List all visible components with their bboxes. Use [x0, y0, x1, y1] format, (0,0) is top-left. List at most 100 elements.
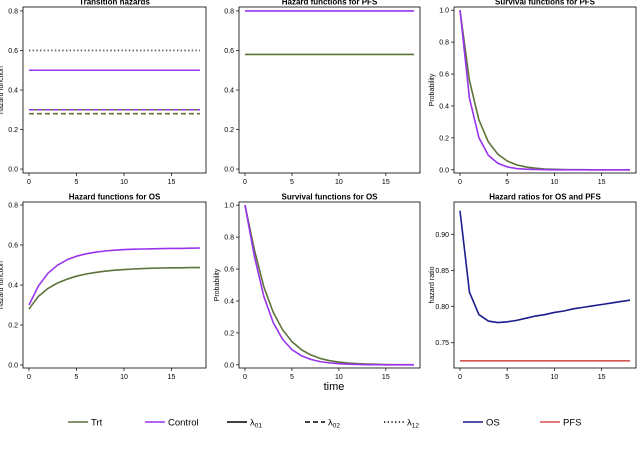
panel-frame: [22, 6, 207, 174]
x-tick-label: 15: [382, 179, 390, 186]
legend-label: λ01: [250, 418, 262, 430]
x-tick-label: 15: [168, 179, 176, 186]
panel-title: Hazard ratios for OS and PFS: [489, 193, 601, 202]
series-line: [459, 210, 631, 324]
y-axis-label: hazard ratio: [429, 266, 436, 303]
series-group: [459, 10, 630, 171]
x-tick-label: 0: [243, 374, 247, 381]
y-tick-label: 0.75: [435, 340, 449, 347]
y-tick-label: 0.0: [8, 363, 18, 370]
y-tick-label: 0.8: [8, 203, 18, 210]
y-tick-label: 0.6: [224, 267, 234, 274]
legend-item: OS: [463, 418, 500, 429]
x-tick-label: 10: [551, 179, 559, 186]
y-tick-label: 0.2: [8, 323, 18, 330]
series-group: [29, 49, 200, 115]
panel-title: Hazard functions for PFS: [282, 0, 378, 7]
y-tick-label: 0.6: [224, 48, 234, 55]
y-tick-label: 0.4: [8, 88, 18, 95]
x-tick-label: 5: [75, 374, 79, 381]
x-axis-label: time: [324, 381, 345, 393]
legend-item: PFS: [540, 418, 581, 429]
legend-item: Control: [145, 418, 199, 429]
legend-label: λ12: [407, 418, 419, 430]
legend-item: λ01: [227, 418, 262, 430]
y-tick-label: 0.0: [224, 167, 234, 174]
legend-label: Control: [168, 418, 199, 429]
series-group: [459, 210, 631, 362]
x-tick-label: 15: [598, 374, 606, 381]
y-tick-label: 0.2: [439, 135, 449, 142]
series-line: [28, 266, 200, 310]
panel-frame: [22, 201, 207, 369]
x-tick-label: 5: [290, 179, 294, 186]
panel-frame: [453, 6, 637, 174]
y-tick-label: 0.6: [8, 243, 18, 250]
x-tick-label: 10: [120, 179, 128, 186]
x-tick-label: 15: [598, 179, 606, 186]
y-tick-label: 1.0: [224, 203, 234, 210]
x-tick-label: 5: [505, 374, 509, 381]
x-tick-label: 10: [335, 374, 343, 381]
y-tick-label: 0.0: [8, 167, 18, 174]
panel-frame: [238, 201, 421, 369]
panel-4: Hazard functions for OS 0 5 10 15 0.0 0.2 0.4 0.…: [0, 193, 207, 381]
y-tick-label: 0.90: [435, 232, 449, 239]
legend: Trt Control λ01 λ02 λ12 OS PFS: [68, 418, 581, 430]
x-tick-label: 5: [75, 179, 79, 186]
y-tick-label: 0.4: [439, 103, 449, 110]
series-line: [244, 205, 414, 366]
y-tick-label: 0.0: [439, 167, 449, 174]
x-tick-label: 5: [505, 179, 509, 186]
series-line: [244, 205, 414, 366]
panel-title: Survival functions for PFS: [495, 0, 596, 7]
y-tick-label: 0.2: [224, 330, 234, 337]
y-tick-label: 0.6: [439, 72, 449, 79]
y-tick-label: 0.0: [224, 362, 234, 369]
y-tick-label: 0.80: [435, 304, 449, 311]
panel-title: Hazard functions for OS: [69, 193, 161, 202]
legend-label-subscript: 01: [255, 423, 263, 430]
legend-label: Trt: [91, 418, 103, 429]
x-tick-label: 0: [27, 179, 31, 186]
y-tick-label: 0.2: [8, 127, 18, 134]
legend-label-subscript: 02: [333, 423, 341, 430]
y-tick-label: 0.8: [224, 235, 234, 242]
panel-1: Transition hazards 0 5 10 15 0.0 0.2 0.4 0.6 0.8 h…: [0, 0, 207, 186]
legend-label: PFS: [563, 418, 581, 429]
y-tick-label: 0.6: [8, 48, 18, 55]
y-axis-label: Probability: [214, 268, 221, 301]
series-line: [28, 247, 201, 306]
y-axis-label: hazard function: [0, 261, 5, 309]
legend-label: OS: [486, 418, 500, 429]
panel-title: Transition hazards: [79, 0, 150, 7]
x-tick-label: 0: [458, 179, 462, 186]
y-tick-label: 0.4: [8, 283, 18, 290]
x-tick-label: 15: [382, 374, 390, 381]
panel-title: Survival functions for OS: [281, 193, 378, 202]
y-tick-label: 0.4: [224, 88, 234, 95]
panel-frame: [453, 201, 637, 369]
y-tick-label: 0.4: [224, 298, 234, 305]
x-tick-label: 0: [243, 179, 247, 186]
series-line: [459, 10, 630, 171]
x-tick-label: 10: [335, 179, 343, 186]
panel-6: Hazard ratios for OS and PFS 0 5 10 15 0.75 0.…: [429, 193, 637, 381]
x-tick-label: 5: [290, 374, 294, 381]
panel-2: Hazard functions for PFS 0 5 10 15 0.0 0.2 0.4 0…: [224, 0, 421, 186]
series-group: [245, 10, 414, 56]
panel-frame: [238, 6, 421, 174]
x-tick-label: 10: [551, 374, 559, 381]
legend-item: λ02: [305, 418, 340, 430]
x-tick-label: 15: [168, 374, 176, 381]
series-group: [244, 205, 414, 366]
y-tick-label: 1.0: [439, 8, 449, 15]
panel-5: Survival functions for OS 0 5 10 15 0.0 0.2 0.4…: [214, 193, 421, 381]
series-group: [28, 247, 201, 310]
y-tick-label: 0.85: [435, 268, 449, 275]
y-tick-label: 0.8: [439, 40, 449, 47]
x-tick-label: 10: [120, 374, 128, 381]
legend-label-subscript: 12: [412, 423, 420, 430]
series-line: [459, 10, 630, 171]
